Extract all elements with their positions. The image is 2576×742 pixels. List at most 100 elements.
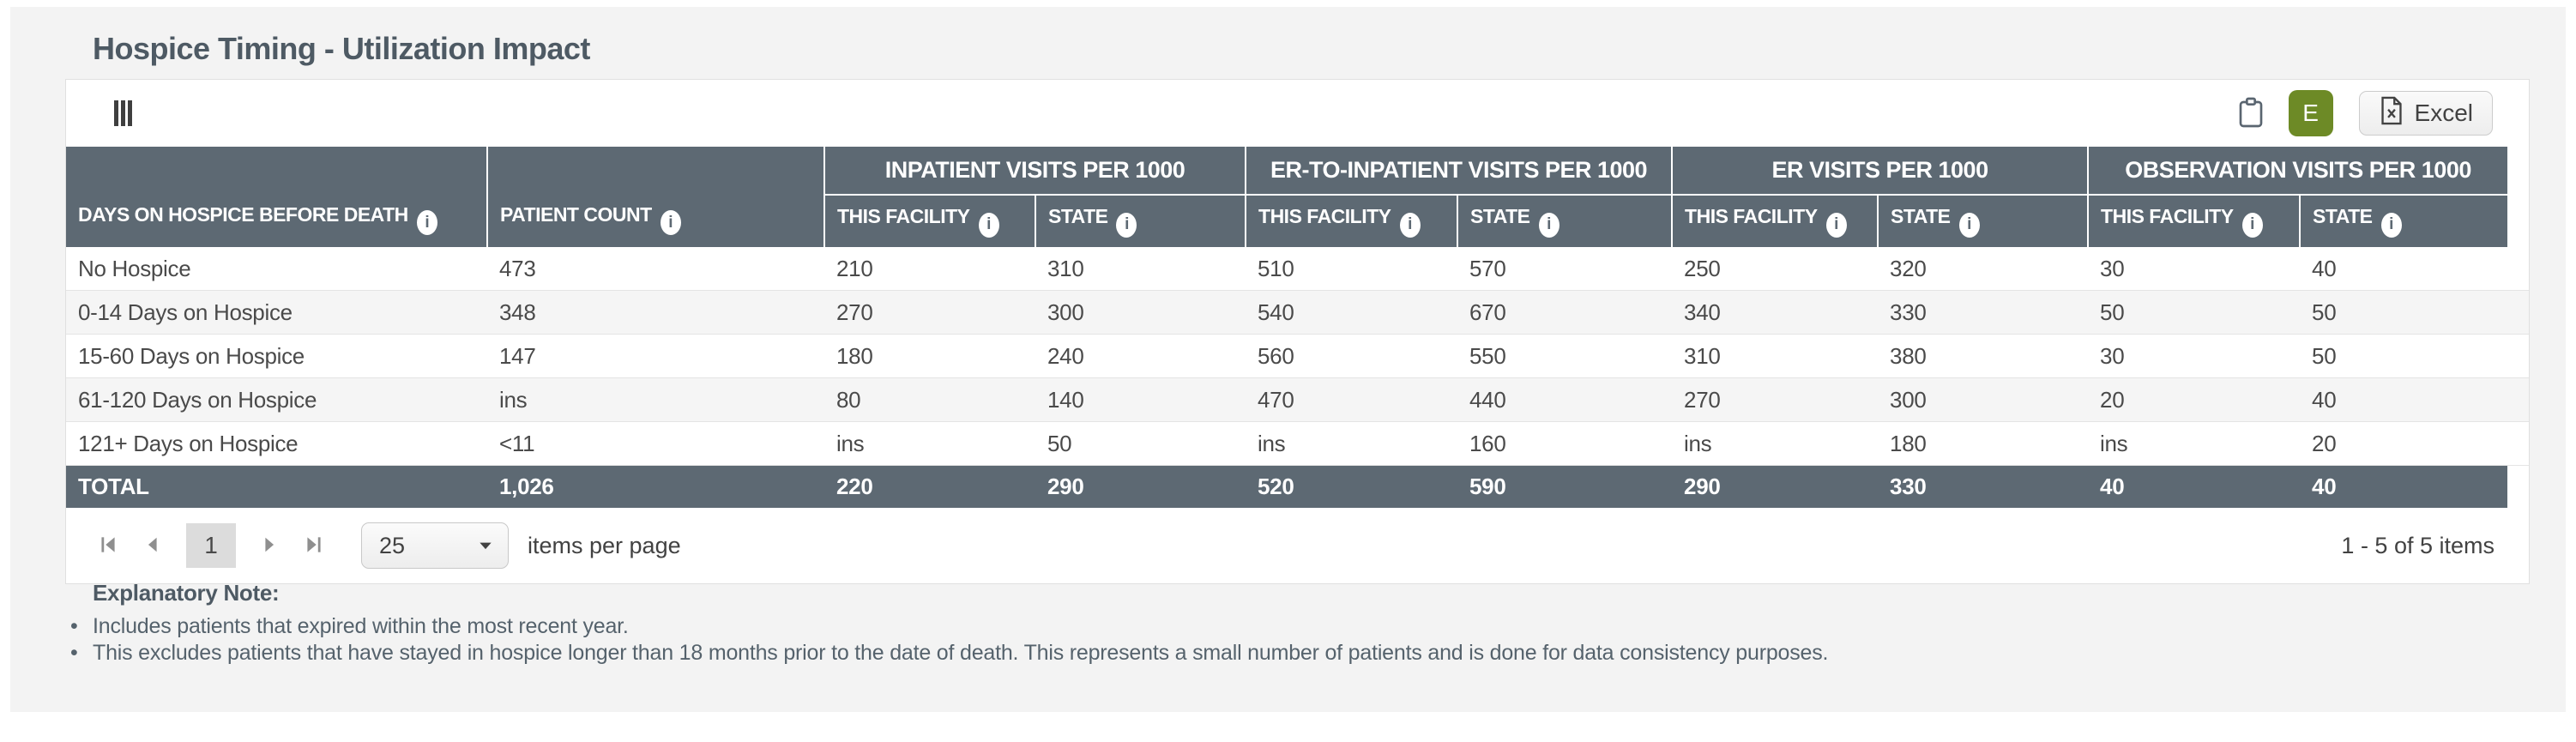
cell-value: 140 — [1035, 377, 1246, 422]
sub-header-label: THIS FACILITY — [1685, 205, 1818, 228]
grid-toolbar: E Excel — [66, 80, 2529, 147]
total-value: 520 — [1246, 465, 1458, 508]
clipboard-copy-button[interactable] — [2237, 96, 2265, 131]
group-header-inpatient: INPATIENT VISITS PER 1000 — [823, 147, 1246, 196]
cell-value: 40 — [2300, 377, 2508, 422]
row-label: 0-14 Days on Hospice — [66, 290, 487, 335]
sub-header-label: STATE — [2313, 205, 2373, 228]
table-row: No Hospice 473 210 310 510 570 250 320 3… — [66, 247, 2529, 291]
cell-value: 560 — [1246, 334, 1458, 378]
next-page-icon — [260, 535, 279, 557]
cell-value: 310 — [1047, 255, 1084, 281]
columns-icon[interactable] — [114, 100, 132, 126]
cell-patient-count: 348 — [487, 290, 824, 335]
info-icon[interactable] — [660, 210, 681, 235]
page-title: Hospice Timing - Utilization Impact — [93, 31, 590, 66]
info-icon[interactable] — [1399, 212, 1421, 238]
cell-value: 80 — [824, 377, 1035, 422]
utilization-table: DAYS ON HOSPICE BEFORE DEATH PATIENT COU… — [66, 147, 2530, 508]
cell-value: 50 — [2300, 290, 2508, 335]
table-header: DAYS ON HOSPICE BEFORE DEATH PATIENT COU… — [66, 147, 2530, 247]
total-value: 330 — [1878, 465, 2089, 508]
info-icon[interactable] — [2380, 212, 2402, 238]
row-filler — [2507, 247, 2529, 291]
total-value: 590 — [1457, 465, 1673, 508]
cell-value: 270 — [1672, 377, 1879, 422]
items-per-page-label: items per page — [528, 532, 681, 558]
export-e-button[interactable]: E — [2288, 90, 2333, 136]
explanatory-note: Explanatory Note: Includes patients that… — [10, 580, 2566, 667]
table-row: 121+ Days on Hospice <11 ins 50 ins 160 … — [66, 421, 2530, 466]
header-filler — [2507, 147, 2530, 247]
col-header-days-on-hospice: DAYS ON HOSPICE BEFORE DEATH — [66, 147, 487, 247]
cell-value: 210 — [836, 255, 873, 281]
cell-value: 340 — [1672, 290, 1879, 335]
total-label: TOTAL — [66, 465, 487, 508]
current-page-button[interactable]: 1 — [186, 523, 236, 568]
table-row: 0-14 Days on Hospice 348 270 300 540 670… — [66, 290, 2530, 335]
cell-value: 330 — [1878, 290, 2089, 335]
group-header-er: ER VISITS PER 1000 — [1671, 147, 2089, 196]
sub-header-label: THIS FACILITY — [1258, 205, 1391, 228]
explanatory-note-heading: Explanatory Note: — [93, 580, 280, 606]
cell-value: 20 — [2088, 377, 2301, 422]
sub-header-this-facility: THIS FACILITY — [1245, 195, 1458, 247]
page-size-dropdown[interactable]: 25 — [361, 522, 509, 569]
total-value: 220 — [824, 465, 1035, 508]
excel-export-button[interactable]: Excel — [2358, 91, 2493, 136]
cell-value: 30 — [2088, 334, 2301, 378]
cell-patient-count: 473 — [499, 255, 536, 281]
info-icon[interactable] — [1116, 212, 1137, 238]
total-row: TOTAL 1,026 220 290 520 590 290 330 40 4… — [66, 465, 2530, 508]
cell-value: 440 — [1457, 377, 1673, 422]
cell-value: 470 — [1246, 377, 1458, 422]
cell-value: 50 — [2300, 334, 2508, 378]
info-icon[interactable] — [1825, 212, 1847, 238]
sub-header-label: STATE — [1891, 205, 1951, 228]
info-icon[interactable] — [978, 212, 999, 238]
explanatory-note-item: Includes patients that expired within th… — [10, 613, 2566, 640]
row-filler — [2507, 421, 2530, 466]
group-header-row: DAYS ON HOSPICE BEFORE DEATH PATIENT COU… — [66, 147, 2530, 247]
sub-header-label: THIS FACILITY — [2101, 205, 2234, 228]
cell-value: 320 — [1890, 255, 1927, 281]
total-value: 290 — [1035, 465, 1246, 508]
last-page-button[interactable] — [303, 534, 325, 558]
previous-page-button[interactable] — [143, 535, 162, 557]
sub-header-label: STATE — [1048, 205, 1108, 228]
next-page-button[interactable] — [260, 535, 279, 557]
col-header-patient-count: PATIENT COUNT — [486, 147, 824, 247]
cell-value: ins — [824, 421, 1035, 466]
row-label: 61-120 Days on Hospice — [66, 377, 487, 422]
sub-header-state: STATE — [1877, 195, 2089, 247]
explanatory-note-item: This excludes patients that have stayed … — [10, 640, 2566, 667]
explanatory-note-list: Includes patients that expired within th… — [10, 613, 2566, 667]
total-filler — [2507, 465, 2530, 508]
cell-value: 670 — [1457, 290, 1673, 335]
first-page-button[interactable] — [97, 534, 119, 558]
cell-value: 300 — [1878, 377, 2089, 422]
row-filler — [2507, 290, 2530, 335]
page-size-value: 25 — [379, 532, 406, 558]
sub-header-label: STATE — [1470, 205, 1530, 228]
row-filler — [2507, 334, 2530, 378]
cell-value: 550 — [1457, 334, 1673, 378]
sub-header-state: STATE — [1457, 195, 1673, 247]
row-filler — [2507, 377, 2530, 422]
info-icon[interactable] — [416, 210, 437, 235]
total-value: 40 — [2300, 465, 2508, 508]
pager-range-info: 1 - 5 of 5 items — [2341, 532, 2495, 558]
cell-value: 240 — [1035, 334, 1246, 378]
cell-value: 300 — [1035, 290, 1246, 335]
info-icon[interactable] — [2241, 212, 2263, 238]
info-icon[interactable] — [1958, 212, 1980, 238]
pager: 1 25 items per page 1 - 5 of 5 items — [66, 508, 2529, 583]
cell-value: 540 — [1246, 290, 1458, 335]
info-icon[interactable] — [1538, 212, 1559, 238]
col-header-label: DAYS ON HOSPICE BEFORE DEATH — [78, 202, 408, 226]
cell-value: 20 — [2300, 421, 2508, 466]
sub-header-this-facility: THIS FACILITY — [1671, 195, 1879, 247]
col-header-label: PATIENT COUNT — [500, 202, 652, 226]
cell-value: 250 — [1684, 255, 1721, 281]
chevron-down-icon — [477, 537, 494, 554]
